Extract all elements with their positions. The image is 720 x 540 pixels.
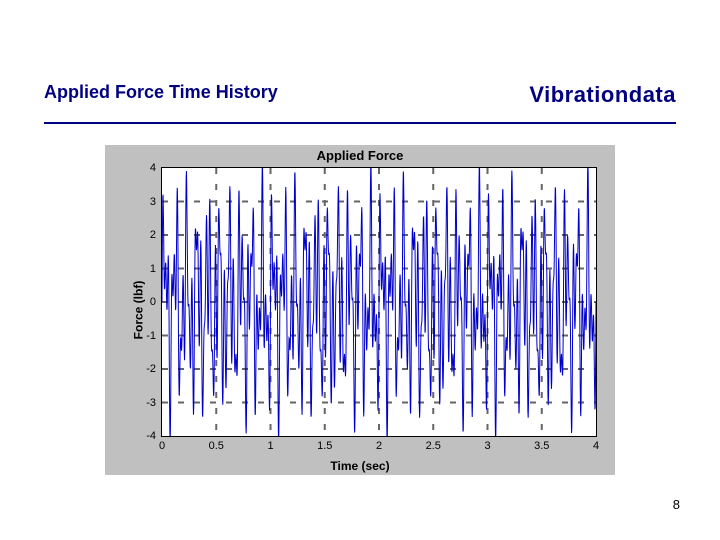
xtick-label: 1.5: [317, 440, 332, 452]
xtick-label: 3.5: [534, 440, 549, 452]
ytick-label: -3: [146, 397, 156, 409]
ytick-label: -4: [146, 430, 156, 442]
page-title: Applied Force Time History: [44, 82, 278, 103]
chart-title: Applied Force: [105, 148, 615, 163]
ytick-label: -1: [146, 330, 156, 342]
brand-title: Vibrationdata: [529, 82, 676, 108]
xtick-label: 3: [484, 440, 490, 452]
chart-panel: Applied Force Force (lbf) Time (sec) 432…: [105, 145, 615, 475]
plot-area: 43210-1-2-3-400.511.522.533.54: [161, 167, 597, 437]
ytick-label: -2: [146, 363, 156, 375]
xtick-label: 4: [593, 440, 599, 452]
xtick-label: 1: [267, 440, 273, 452]
xtick-label: 0.5: [209, 440, 224, 452]
ytick-label: 3: [150, 196, 156, 208]
ytick-label: 1: [150, 263, 156, 275]
ytick-label: 2: [150, 229, 156, 241]
ytick-label: 0: [150, 296, 156, 308]
xtick-label: 2: [376, 440, 382, 452]
page-number: 8: [673, 497, 680, 512]
header-bar: Applied Force Time History Vibrationdata: [44, 82, 676, 124]
plot-svg: [162, 168, 596, 436]
xtick-label: 0: [159, 440, 165, 452]
chart-xlabel: Time (sec): [105, 459, 615, 473]
ytick-label: 4: [150, 162, 156, 174]
chart-ylabel: Force (lbf): [131, 281, 145, 340]
xtick-label: 2.5: [426, 440, 441, 452]
